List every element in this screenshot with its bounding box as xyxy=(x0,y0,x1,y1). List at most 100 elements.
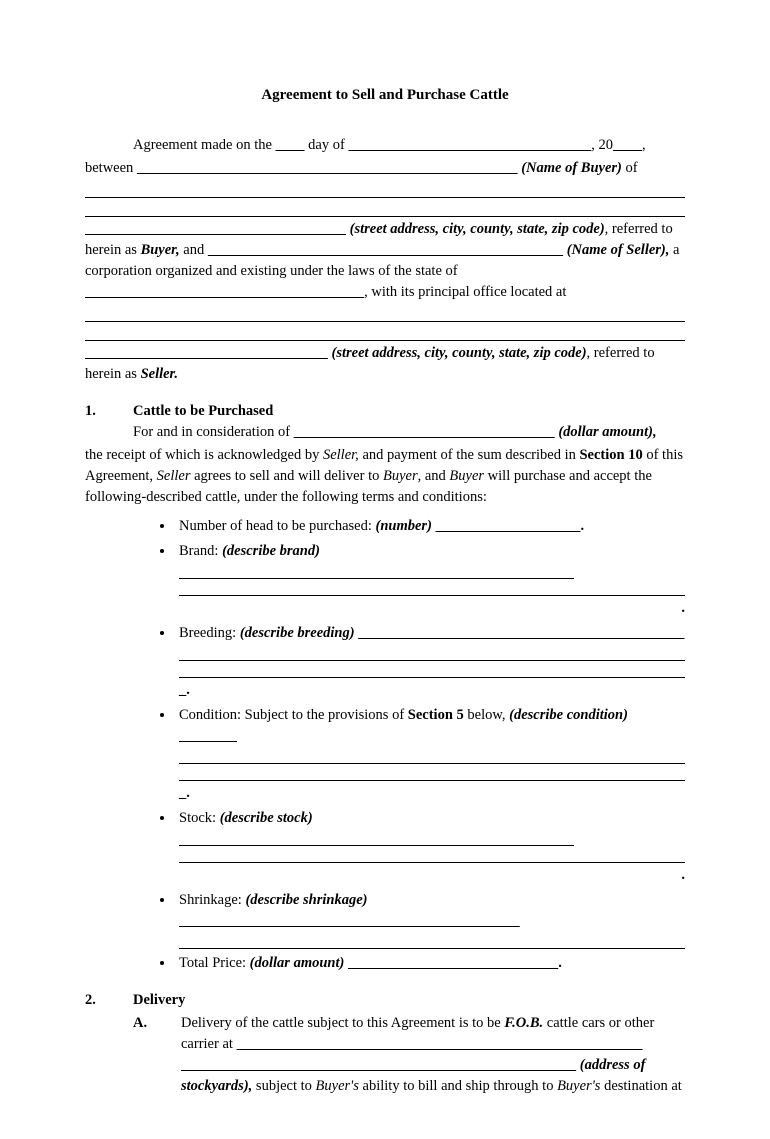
bullet-total-price: Total Price: (dollar amount) . xyxy=(175,953,685,974)
dot: . xyxy=(581,518,585,534)
blank-address-line-2[interactable] xyxy=(85,202,685,217)
blank-condition-inline[interactable] xyxy=(179,728,237,744)
blank-office-line-2[interactable] xyxy=(85,326,685,341)
bullet-condition: Condition: Subject to the provisions of … xyxy=(175,705,685,804)
blank-number[interactable] xyxy=(436,518,581,534)
blank-condition-2[interactable] xyxy=(179,766,685,781)
buyers-italic: Buyer's xyxy=(316,1078,359,1094)
sub-body-a: Delivery of the cattle subject to this A… xyxy=(181,1013,685,1055)
blank-address-line-1[interactable] xyxy=(85,183,685,198)
section-1-para-2: the receipt of which is acknowledged by … xyxy=(85,445,685,508)
dollar-amount-label: (dollar amount), xyxy=(555,424,657,440)
seller-italic: Seller, xyxy=(323,447,359,463)
blank-office-line-3[interactable] xyxy=(85,345,328,361)
section-1-title: Cattle to be Purchased xyxy=(133,401,685,422)
blank-carrier-2[interactable] xyxy=(181,1057,576,1073)
text: and xyxy=(180,242,208,258)
dot: . xyxy=(558,955,562,971)
blank-shrinkage-inline[interactable] xyxy=(179,913,520,929)
text: Breeding: xyxy=(179,625,240,641)
intro-office-end: (street address, city, county, state, zi… xyxy=(85,343,685,385)
blank-address-line-3[interactable] xyxy=(85,221,346,237)
bullet-stock: Stock: (describe stock) . xyxy=(175,808,685,886)
seller-italic-2: Seller xyxy=(157,468,191,484)
bullet-list: Number of head to be purchased: (number)… xyxy=(85,516,685,974)
bullet-breeding: Breeding: (describe breeding) _. xyxy=(175,623,685,701)
section-2-number: 2. xyxy=(85,990,133,1011)
text: Total Price: xyxy=(179,955,250,971)
text: between xyxy=(85,160,137,176)
section-1: 1. Cattle to be Purchased xyxy=(85,401,685,422)
address-label-2: (street address, city, county, state, zi… xyxy=(328,345,587,361)
blank-breeding-1[interactable] xyxy=(179,646,685,661)
buyers-italic-2: Buyer's xyxy=(557,1078,600,1094)
blank-state[interactable] xyxy=(85,284,364,300)
blank-breeding-2[interactable] xyxy=(179,663,685,678)
end-dot: _. xyxy=(179,680,685,701)
blank-condition-1[interactable] xyxy=(179,749,685,764)
name-of-seller-label: (Name of Seller), xyxy=(563,242,669,258)
blank-stock-2[interactable] xyxy=(179,848,685,863)
section-5-ref: Section 5 xyxy=(408,707,464,723)
blank-year[interactable] xyxy=(613,137,642,153)
blank-office-line-1[interactable] xyxy=(85,307,685,322)
section-2-title: Delivery xyxy=(133,990,685,1011)
stock-label: (describe stock) xyxy=(220,810,313,826)
section-1-para: For and in consideration of (dollar amou… xyxy=(85,422,685,443)
intro-line-1: Agreement made on the day of , 20 , xyxy=(85,135,685,156)
section-2a: A. Delivery of the cattle subject to thi… xyxy=(85,1013,685,1055)
text: , and xyxy=(418,468,450,484)
text: , with its principal office located at xyxy=(364,284,566,300)
blank-stock-1[interactable] xyxy=(179,831,574,846)
text: Condition: Subject to the provisions of xyxy=(179,707,408,723)
section-1-number: 1. xyxy=(85,401,133,422)
blank-brand-2[interactable] xyxy=(179,581,685,596)
blank-buyer-name[interactable] xyxy=(137,160,518,176)
bullet-brand: Brand: (describe brand) . xyxy=(175,541,685,619)
condition-label: (describe condition) xyxy=(509,707,628,723)
text: Shrinkage: xyxy=(179,892,245,908)
text: below, xyxy=(464,707,509,723)
fob-label: F.O.B. xyxy=(504,1015,543,1031)
text: the receipt of which is acknowledged by xyxy=(85,447,323,463)
blank-carrier[interactable] xyxy=(237,1036,643,1052)
text: , xyxy=(642,137,646,153)
text: For and in consideration of xyxy=(133,424,294,440)
text: day of xyxy=(305,137,349,153)
name-of-buyer-label: (Name of Buyer) xyxy=(518,160,626,176)
intro-address-end: (street address, city, county, state, zi… xyxy=(85,219,685,303)
breeding-label: (describe breeding) xyxy=(240,625,358,641)
dot: . xyxy=(179,598,685,619)
number-label: (number) xyxy=(376,518,436,534)
blank-total[interactable] xyxy=(348,955,558,971)
bullet-number-of-head: Number of head to be purchased: (number)… xyxy=(175,516,685,537)
text: subject to xyxy=(252,1078,315,1094)
address-label: (street address, city, county, state, zi… xyxy=(346,221,605,237)
section-2a-cont: (address of stockyards), subject to Buye… xyxy=(85,1055,685,1097)
buyer-italic: Buyer xyxy=(383,468,418,484)
blank-seller-name[interactable] xyxy=(208,242,563,258)
text: agrees to sell and will deliver to xyxy=(191,468,383,484)
buyer-italic-2: Buyer xyxy=(449,468,484,484)
blank-dollar[interactable] xyxy=(294,424,555,440)
brand-label: (describe brand) xyxy=(222,543,320,559)
text: , 20 xyxy=(591,137,613,153)
text: Brand: xyxy=(179,543,222,559)
intro-line-2: between (Name of Buyer) of xyxy=(85,158,685,179)
text: ability to bill and ship through to xyxy=(359,1078,557,1094)
text: of xyxy=(625,160,637,176)
buyer-term: Buyer, xyxy=(141,242,180,258)
text: Stock: xyxy=(179,810,220,826)
blank-month[interactable] xyxy=(348,137,591,153)
section-10-ref: Section 10 xyxy=(579,447,642,463)
document-title: Agreement to Sell and Purchase Cattle xyxy=(85,85,685,107)
total-price-label: (dollar amount) xyxy=(250,955,348,971)
dot: . xyxy=(179,865,685,886)
blank-shrinkage-1[interactable] xyxy=(179,934,685,949)
blank-brand-1[interactable] xyxy=(179,564,574,579)
blank-breeding-inline[interactable] xyxy=(358,625,684,641)
end-dot: _. xyxy=(179,783,685,804)
blank-day[interactable] xyxy=(276,137,305,153)
section-2: 2. Delivery xyxy=(85,990,685,1011)
seller-term: Seller. xyxy=(141,366,178,382)
